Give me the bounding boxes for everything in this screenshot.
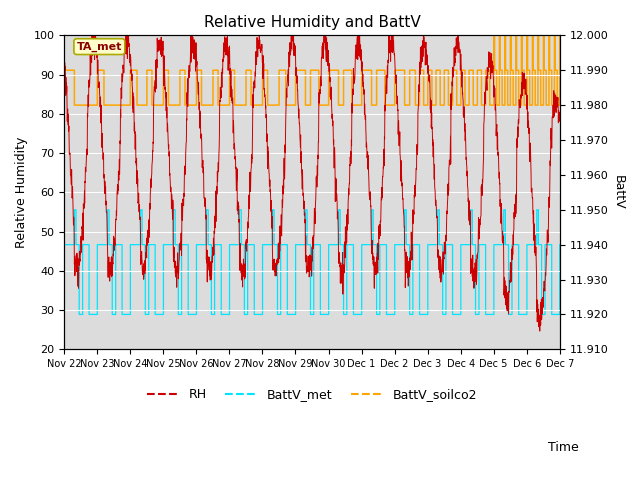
Y-axis label: Relative Humidity: Relative Humidity — [15, 137, 28, 248]
Title: Relative Humidity and BattV: Relative Humidity and BattV — [204, 15, 420, 30]
Legend: RH, BattV_met, BattV_soilco2: RH, BattV_met, BattV_soilco2 — [142, 383, 482, 406]
Text: TA_met: TA_met — [77, 41, 122, 52]
Text: Time: Time — [548, 441, 579, 454]
Y-axis label: BattV: BattV — [612, 175, 625, 210]
